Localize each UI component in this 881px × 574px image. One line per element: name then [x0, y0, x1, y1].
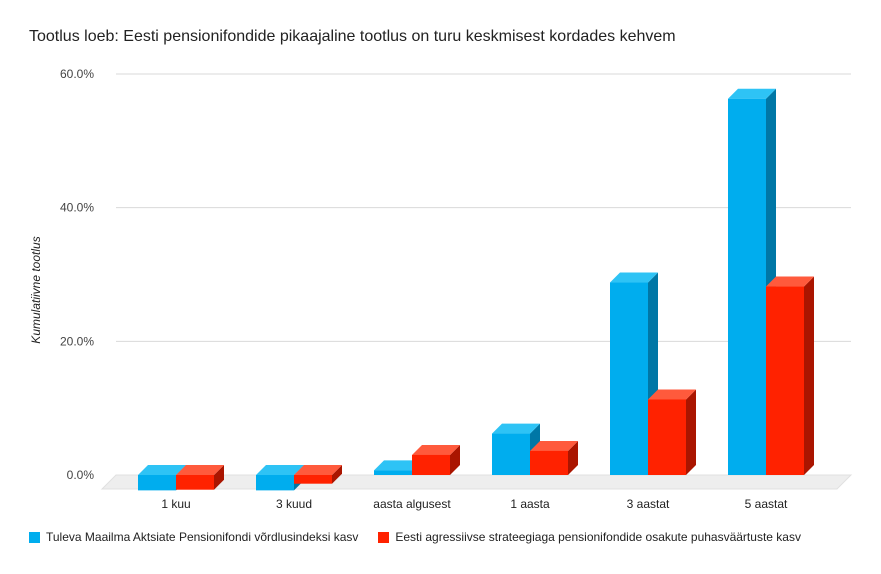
x-category-label: aasta algusest: [373, 497, 451, 511]
y-axis-label: Kumulatiivne tootlus: [29, 236, 43, 343]
x-category-label: 1 kuu: [161, 497, 190, 511]
legend: Tuleva Maailma Aktsiate Pensionifondi võ…: [29, 530, 801, 544]
x-category-label: 3 aastat: [627, 497, 670, 511]
x-axis-categories: 1 kuu 3 kuud aasta algusest 1 aasta 3 aastat…: [161, 497, 788, 511]
legend-label-estonia: Eesti agressiivse strateegiaga pensionif…: [395, 530, 801, 544]
legend-label-tuleva: Tuleva Maailma Aktsiate Pensionifondi võ…: [46, 530, 359, 544]
legend-item-estonia[interactable]: Eesti agressiivse strateegiaga pensionif…: [378, 530, 801, 544]
bar-estonia-6: [766, 276, 814, 475]
y-axis-ticks: 0.0% 20.0% 40.0% 60.0%: [60, 67, 94, 482]
x-category-label: 5 aastat: [745, 497, 788, 511]
legend-item-tuleva[interactable]: Tuleva Maailma Aktsiate Pensionifondi võ…: [29, 530, 358, 544]
y-tick-label: 20.0%: [60, 334, 94, 348]
bar-estonia-2: [294, 465, 342, 484]
x-category-label: 3 kuud: [276, 497, 312, 511]
y-tick-label: 60.0%: [60, 67, 94, 81]
bar-estonia-1: [176, 465, 224, 490]
x-category-label: 1 aasta: [510, 497, 550, 511]
y-tick-label: 0.0%: [67, 468, 95, 482]
bar-estonia-4: [530, 440, 578, 475]
bar-estonia-5: [648, 389, 696, 475]
legend-swatch-tuleva: [29, 531, 40, 543]
bars: [138, 88, 814, 491]
bar-estonia-3: [412, 444, 460, 475]
chart-title: Tootlus loeb: Eesti pensionifondide pika…: [29, 28, 676, 45]
bar-tuleva-5: [610, 272, 658, 475]
legend-swatch-estonia: [378, 531, 390, 543]
y-tick-label: 40.0%: [60, 201, 94, 215]
